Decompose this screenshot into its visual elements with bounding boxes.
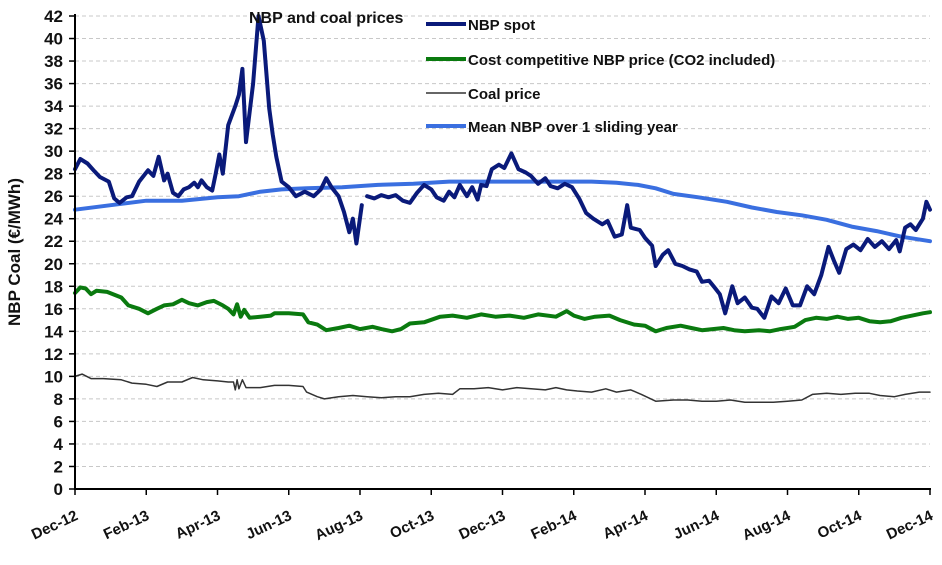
x-ticks: Dec-12 Feb-13 Apr-13 Jun-13 Aug-13 Oct-13 Dec-… [29, 489, 936, 544]
y-tick-label: 28 [44, 165, 63, 184]
series-lines [73, 14, 932, 404]
y-tick-label: 30 [44, 142, 63, 161]
legend-item-coal-price: Coal price [426, 86, 541, 103]
y-tick-label: 36 [44, 75, 63, 94]
y-axis-label: NBP Coal (€/MWh) [5, 178, 24, 326]
y-tick-label: 24 [44, 210, 63, 229]
y-tick-label: 34 [44, 97, 63, 116]
x-tick-label: Dec-14 [884, 507, 936, 543]
series-coal-price [74, 373, 931, 404]
y-tick-label: 20 [44, 255, 63, 274]
y-tick-label: 14 [44, 322, 63, 341]
y-tick-label: 12 [44, 345, 63, 364]
y-tick-label: 10 [44, 367, 63, 386]
x-tick-label: Aug-13 [312, 507, 365, 544]
y-tick-label: 26 [44, 187, 63, 206]
x-tick-label: Feb-14 [528, 507, 580, 543]
series-cost-competitive-nbp [73, 285, 932, 334]
x-tick-label: Dec-12 [29, 507, 81, 543]
y-tick-label: 40 [44, 30, 63, 49]
legend-label-coal-price: Coal price [468, 86, 541, 103]
y-tick-label: 8 [54, 390, 63, 409]
legend-label-mean-nbp: Mean NBP over 1 sliding year [468, 119, 678, 136]
x-tick-label: Dec-13 [456, 507, 508, 543]
y-tick-label: 18 [44, 277, 63, 296]
y-tick-label: 0 [54, 480, 63, 499]
x-tick-label: Oct-14 [815, 507, 865, 542]
y-tick-label: 22 [44, 232, 63, 251]
legend: NBP spot Cost competitive NBP price (CO2… [426, 17, 775, 136]
x-tick-label: Jun-13 [243, 507, 294, 543]
x-tick-label: Oct-13 [387, 507, 436, 542]
legend-item-cost-competitive: Cost competitive NBP price (CO2 included… [426, 52, 775, 69]
legend-item-mean-nbp: Mean NBP over 1 sliding year [426, 119, 678, 136]
x-tick-label: Jun-14 [671, 507, 723, 543]
series-mean-nbp [73, 179, 932, 244]
series-nbp-spot [73, 14, 932, 320]
y-tick-label: 6 [54, 412, 63, 431]
y-tick-label: 38 [44, 52, 63, 71]
x-tick-label: Apr-13 [173, 507, 223, 542]
y-tick-label: 4 [54, 435, 64, 454]
legend-label-cost-competitive: Cost competitive NBP price (CO2 included… [468, 52, 775, 69]
x-tick-label: Aug-14 [740, 507, 794, 544]
x-tick-label: Apr-14 [600, 507, 651, 543]
legend-item-nbp-spot: NBP spot [426, 17, 535, 34]
x-tick-label: Feb-13 [101, 507, 152, 543]
y-tick-label: 2 [54, 457, 63, 476]
y-tick-label: 16 [44, 300, 63, 319]
chart-title: NBP and coal prices [249, 10, 404, 27]
y-tick-label: 32 [44, 120, 63, 139]
y-tick-label: 42 [44, 7, 63, 26]
gridlines [75, 15, 930, 467]
legend-label-nbp-spot: NBP spot [468, 17, 535, 34]
